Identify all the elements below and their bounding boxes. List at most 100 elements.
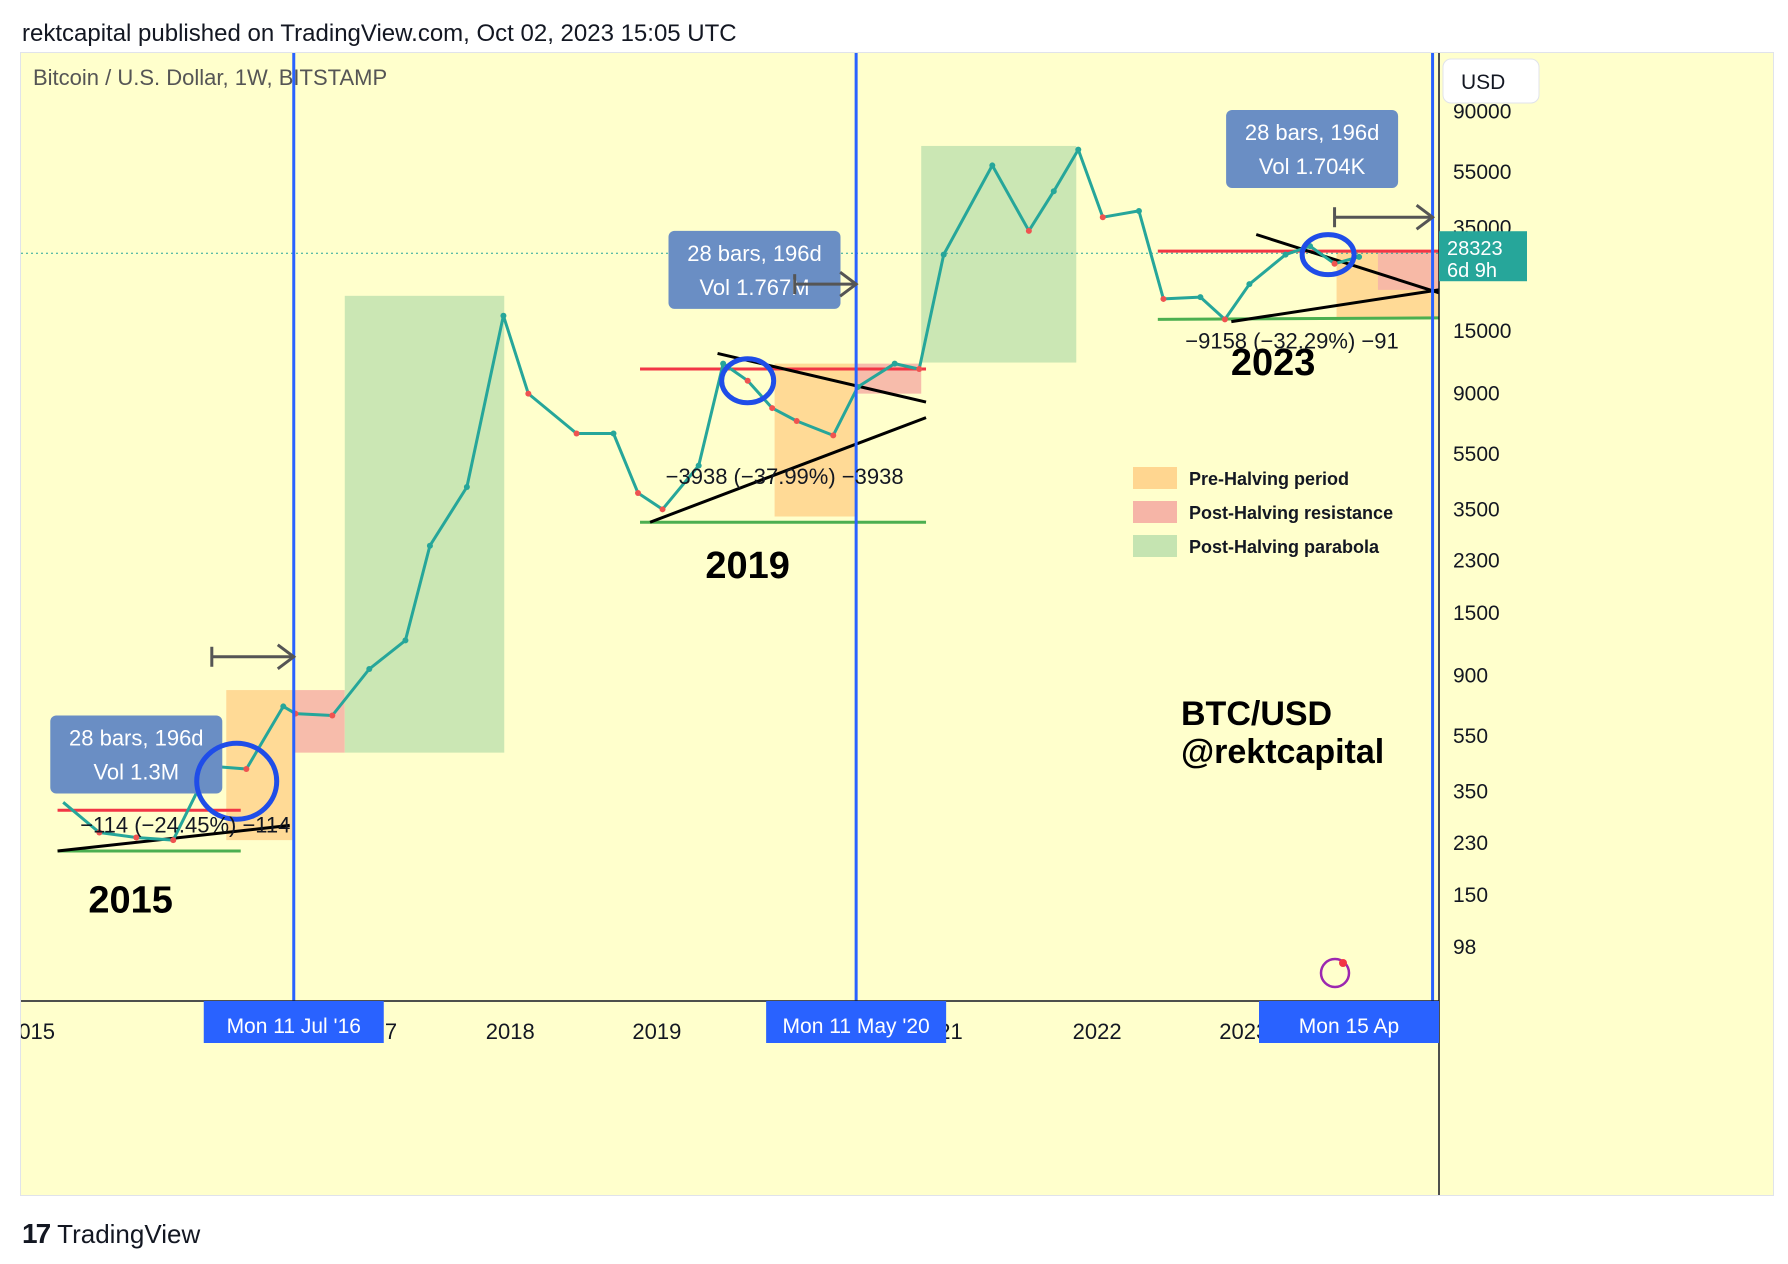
trendline — [1255, 233, 1440, 295]
cycle-year-label: 2023 — [1231, 342, 1316, 384]
halving-date-badge — [203, 1001, 384, 1043]
time-tick-label: 7 — [385, 1019, 397, 1044]
cycle-year-label: 2019 — [705, 545, 790, 587]
price-point — [573, 430, 580, 437]
price-tick-label: 550 — [1453, 725, 1488, 748]
publish-header: rektcapital published on TradingView.com… — [22, 20, 737, 47]
current-price-badge — [1439, 231, 1527, 282]
measure-badge — [50, 715, 223, 794]
post-halving-resistance-zone — [293, 690, 345, 753]
price-point — [659, 506, 666, 513]
lightning-logo-dot — [1339, 959, 1347, 967]
currency-button-label: USD — [1461, 71, 1505, 94]
tradingview-logo-icon: 17 — [22, 1218, 51, 1249]
price-tick-label: 3500 — [1453, 498, 1500, 521]
price-point — [916, 366, 923, 373]
price-point — [1135, 207, 1142, 214]
price-point — [1050, 188, 1057, 195]
measure-vol-label: Vol 1.767M — [699, 275, 809, 300]
tradingview-brand: TradingView — [57, 1218, 201, 1249]
time-tick-label: 2022 — [1073, 1019, 1122, 1044]
pre-halving-zone — [774, 363, 857, 517]
price-point — [525, 390, 532, 397]
support-line — [1157, 316, 1440, 321]
price-point — [1221, 316, 1228, 323]
price-point — [329, 712, 336, 719]
price-point — [1246, 281, 1253, 288]
price-point — [610, 430, 617, 437]
price-point — [1160, 295, 1167, 302]
price-point — [243, 765, 250, 772]
price-tick-label: 230 — [1453, 832, 1488, 855]
legend-swatch — [1133, 467, 1177, 489]
measure-vol-label: Vol 1.704K — [1259, 154, 1366, 179]
legend-label: Post-Halving parabola — [1189, 537, 1380, 557]
legend-swatch — [1133, 501, 1177, 523]
price-point — [500, 312, 507, 319]
price-point — [366, 666, 373, 673]
price-tick-label: 1500 — [1453, 602, 1500, 625]
measure-bars-label: 28 bars, 196d — [687, 241, 822, 266]
legend-label: Post-Halving resistance — [1189, 503, 1393, 523]
measure-arrow-head — [1415, 204, 1436, 231]
time-tick-label: 2018 — [486, 1019, 535, 1044]
price-point — [793, 417, 800, 424]
halving-date-label: Mon 11 Jul '16 — [227, 1015, 361, 1038]
price-point — [170, 837, 177, 844]
price-point — [1356, 253, 1363, 260]
price-tick-label: 9000 — [1453, 383, 1500, 406]
price-point — [280, 703, 287, 710]
watermark-pair: BTC/USD — [1181, 695, 1332, 733]
legend-swatch — [1133, 535, 1177, 557]
cycle-year-label: 2015 — [88, 880, 173, 922]
price-point — [1331, 260, 1338, 267]
drawdown-circle — [194, 740, 280, 822]
drawdown-circle — [1299, 232, 1357, 278]
price-point — [402, 637, 409, 644]
btc-weekly-chart[interactable]: 28 bars, 196d Vol 1.3M 28 bars, 196d Vol 1.… — [21, 53, 1773, 1195]
trendline — [1231, 288, 1440, 324]
legend-label: Pre-Halving period — [1189, 469, 1349, 489]
trendline — [649, 416, 927, 524]
price-point — [463, 483, 470, 490]
watermark-handle: @rektcapital — [1181, 733, 1384, 771]
price-point — [891, 360, 898, 367]
price-point — [133, 834, 140, 841]
drawdown-annotation: −9158 (−32.29%) −91 — [1185, 329, 1398, 354]
price-point — [940, 251, 947, 258]
measure-vol-label: Vol 1.3M — [93, 760, 179, 785]
price-point — [695, 462, 702, 469]
current-price-value: 28323 — [1447, 238, 1503, 260]
drawdown-annotation: −114 (−24.45%) −114 — [80, 813, 290, 838]
price-point — [426, 542, 433, 549]
measure-arrow-head — [839, 270, 859, 298]
price-tick-label: 350 — [1453, 780, 1488, 803]
halving-date-badge — [1259, 1001, 1439, 1043]
current-price-countdown: 6d 9h — [1447, 260, 1497, 282]
measure-bars-label: 28 bars, 196d — [1245, 120, 1380, 145]
price-tick-label: 900 — [1453, 665, 1488, 688]
halving-date-badge — [766, 1001, 947, 1043]
measure-badge — [668, 230, 841, 309]
measure-arrow-head — [276, 643, 297, 670]
price-point — [1282, 251, 1289, 258]
price-tick-label: 2300 — [1453, 550, 1500, 573]
drawdown-annotation: −3938 (−37.99%) −3938 — [666, 464, 904, 489]
price-point — [1075, 146, 1082, 153]
price-point — [1197, 294, 1204, 301]
post-halving-parabola-zone — [921, 145, 1077, 363]
price-tick-label: 98 — [1453, 936, 1476, 959]
price-tick-label: 55000 — [1453, 161, 1511, 184]
price-point — [720, 360, 727, 367]
price-tick-label: 15000 — [1453, 320, 1511, 343]
price-point — [989, 162, 996, 169]
price-point — [1099, 214, 1106, 221]
price-tick-label: 5500 — [1453, 443, 1500, 466]
measure-badge — [1226, 110, 1399, 188]
currency-button — [1442, 58, 1540, 104]
price-point — [830, 432, 837, 439]
time-tick-label: 015 — [21, 1019, 55, 1044]
halving-date-label: Mon 11 May '20 — [783, 1015, 930, 1038]
drawdown-circle — [719, 356, 777, 406]
chart-frame[interactable]: 28 bars, 196d Vol 1.3M 28 bars, 196d Vol 1.… — [20, 52, 1774, 1196]
